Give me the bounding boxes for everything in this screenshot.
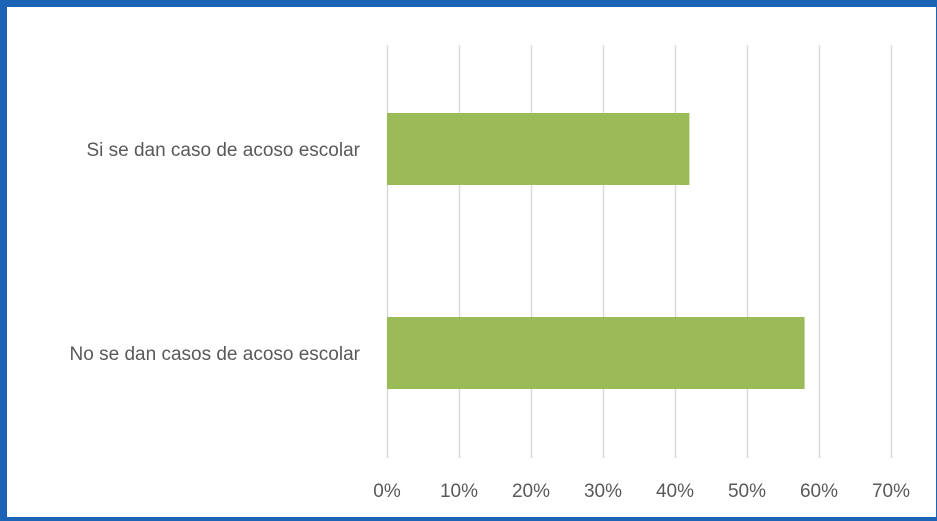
tick-label-2: 20% <box>512 481 550 502</box>
tick-label-6: 60% <box>800 481 838 502</box>
x-axis-tick-labels: 0% 10% 20% 30% 40% 50% 60% 70% <box>373 481 910 502</box>
bar-0 <box>387 113 690 185</box>
tick-label-0: 0% <box>373 481 401 502</box>
tick-label-5: 50% <box>728 481 766 502</box>
bar-1 <box>387 317 805 389</box>
category-label-1: No se dan casos de acoso escolar <box>70 344 361 365</box>
tick-label-1: 10% <box>440 481 478 502</box>
gridlines <box>386 45 893 458</box>
tick-label-3: 30% <box>584 481 622 502</box>
tick-label-7: 70% <box>872 481 910 502</box>
bars <box>387 113 805 389</box>
category-label-0: Si se dan caso de acoso escolar <box>86 140 360 161</box>
tick-label-4: 40% <box>656 481 694 502</box>
category-labels: Si se dan caso de acoso escolar No se dan… <box>70 140 361 365</box>
